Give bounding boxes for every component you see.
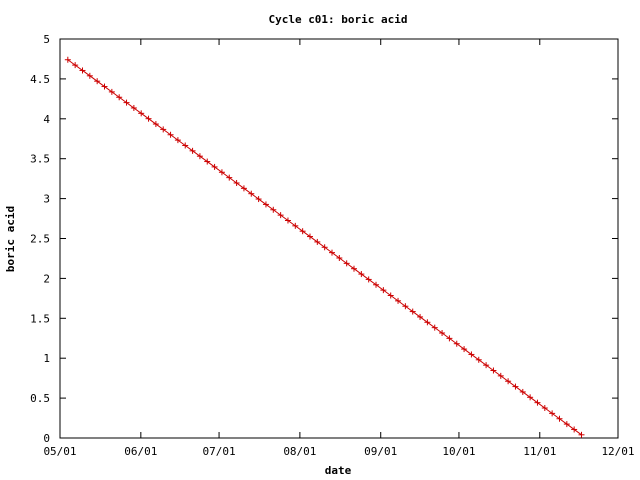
x-axis-label: date [325,464,352,477]
data-point [490,367,497,374]
x-tick-label: 10/01 [442,445,475,458]
plot-frame [59,38,619,439]
data-point [130,104,137,111]
data-point [101,83,108,90]
data-point [563,421,570,428]
data-point [233,179,240,186]
x-tick-label: 05/01 [43,445,76,458]
data-point [116,94,123,101]
data-point [483,362,490,369]
data-point [556,415,563,422]
data-point [395,297,402,304]
y-tick-label: 0 [43,432,50,445]
data-point [160,126,167,133]
data-point [387,292,394,299]
data-point [358,271,365,278]
data-point [204,158,211,165]
data-point [64,56,71,63]
y-tick-label: 1.5 [30,312,50,325]
x-tick-label: 06/01 [124,445,157,458]
data-point [578,431,585,438]
data-point [527,394,534,401]
data-point [417,313,424,320]
x-tick-label: 11/01 [523,445,556,458]
data-point [365,276,372,283]
data-point [571,426,578,433]
data-point [182,142,189,149]
data-point [277,212,284,219]
data-point [72,62,79,69]
y-tick-label: 2 [43,272,50,285]
x-tick-label: 12/01 [601,445,634,458]
y-tick-label: 4 [43,113,50,126]
data-point [167,131,174,138]
data-point [431,324,438,331]
data-point [351,265,358,272]
data-point [174,137,181,144]
y-tick-label: 0.5 [30,392,50,405]
y-tick-label: 2.5 [30,233,50,246]
data-point [373,281,380,288]
data-point [314,238,321,245]
data-point [475,356,482,363]
y-tick-label: 4.5 [30,73,50,86]
data-point [534,399,541,406]
y-tick-label: 5 [43,33,50,46]
data-point [218,169,225,176]
data-point [292,222,299,229]
data-point [446,335,453,342]
data-point [79,67,86,74]
data-point [240,185,247,192]
data-point [211,163,218,170]
y-tick-label: 3 [43,193,50,206]
data-point [380,287,387,294]
data-point [519,388,526,395]
data-point [439,330,446,337]
data-point [145,115,152,122]
y-axis: 0 0.5 1 1.5 2 2.5 3 3.5 4 4.5 5 [30,33,618,445]
data-point [424,319,431,326]
data-point [262,201,269,208]
data-point [248,190,255,197]
data-point [123,99,130,106]
y-tick-label: 3.5 [30,153,50,166]
data-point [468,351,475,358]
data-point [336,254,343,261]
y-axis-label: boric acid [4,206,17,272]
data-point [505,378,512,385]
x-tick-label: 08/01 [283,445,316,458]
data-point [138,110,145,117]
data-point [255,196,262,203]
data-point [549,410,556,417]
data-point [328,249,335,256]
data-point [402,303,409,310]
data-point [497,372,504,379]
data-point [409,308,416,315]
y-tick-label: 1 [43,352,50,365]
data-point [299,228,306,235]
x-axis: 05/01 06/01 07/01 08/01 09/01 10/01 11/01 12/01 [43,39,635,458]
x-tick-label: 09/01 [364,445,397,458]
data-point [453,340,460,347]
data-point [306,233,313,240]
data-point [226,174,233,181]
data-point [343,260,350,267]
series-points [64,56,585,438]
data-point [152,121,159,128]
data-point [196,153,203,160]
data-point [321,244,328,251]
data-point [189,147,196,154]
data-point [86,72,93,79]
data-point [512,383,519,390]
chart-title: Cycle c01: boric acid [268,13,407,26]
data-point [94,78,101,85]
data-point [108,88,115,95]
data-point [541,405,548,412]
x-tick-label: 07/01 [202,445,235,458]
data-point [284,217,291,224]
data-point [461,346,468,353]
data-point [270,206,277,213]
